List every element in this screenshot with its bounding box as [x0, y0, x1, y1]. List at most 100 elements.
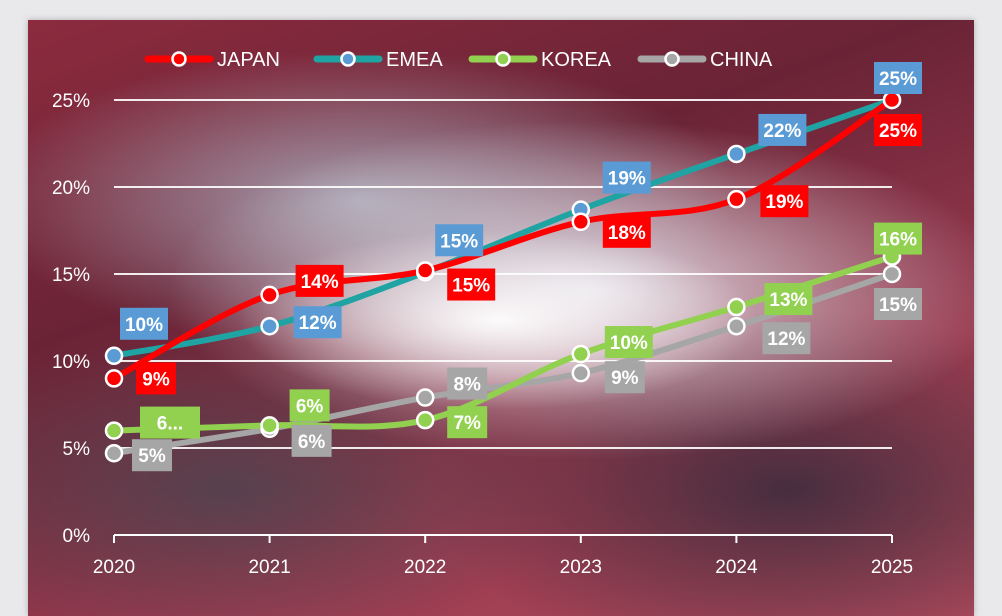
korea-point	[104, 421, 124, 440]
legend-marker-china	[664, 51, 680, 67]
emea-data-label: 12%	[293, 306, 342, 339]
japan-label-box	[447, 268, 496, 301]
data-labels: 5% 6% 8% 9% 12% 15% 6... 6% 7% 10% 13% 16% 10% 12% 15%…	[120, 62, 922, 472]
chart-card: 0% 5% 10% 15% 20% 25% 2020 2021 2022 2023 2024 2025…	[28, 20, 974, 616]
legend-label-china: CHINA	[710, 49, 773, 71]
china-label-box	[132, 439, 172, 472]
japan-label-text: 9%	[142, 369, 170, 390]
series-markers	[104, 90, 902, 463]
japan-point	[104, 369, 124, 388]
korea-data-label: 16%	[874, 222, 922, 255]
china-label-box	[762, 322, 811, 355]
legend-label-emea: EMEA	[386, 49, 443, 71]
japan-point	[415, 261, 435, 280]
japan-point	[882, 90, 902, 110]
china-point	[571, 363, 591, 383]
japan-point	[727, 189, 746, 209]
korea-label-text: 13%	[769, 290, 807, 311]
y-tick-label: 5%	[63, 439, 91, 460]
emea-label-box	[293, 306, 342, 339]
x-tick-label: 2024	[715, 557, 758, 578]
y-tick-label: 10%	[52, 352, 90, 373]
korea-label-box	[604, 326, 653, 359]
gridlines	[114, 99, 892, 449]
korea-data-label: 6...	[140, 406, 200, 439]
y-tick-label: 0%	[63, 526, 91, 547]
korea-label-text: 6%	[296, 396, 324, 417]
x-tick-label: 2022	[404, 557, 446, 578]
emea-data-label: 22%	[758, 113, 807, 146]
japan-data-label: 9%	[136, 362, 176, 395]
emea-data-label: 19%	[602, 161, 651, 194]
korea-label-text: 6...	[157, 414, 183, 435]
emea-data-label: 25%	[874, 62, 922, 94]
japan-label-text: 14%	[301, 272, 339, 293]
emea-label-text: 25%	[879, 69, 917, 90]
china-point	[104, 443, 124, 463]
emea-label-box	[602, 161, 651, 194]
y-tick-label: 20%	[52, 178, 90, 199]
japan-label-text: 18%	[608, 223, 646, 244]
emea-data-label: 10%	[120, 307, 168, 340]
emea-label-box	[435, 224, 484, 257]
legend-item-china: CHINA	[637, 49, 773, 71]
japan-label-box	[295, 264, 344, 297]
legend-label-korea: KOREA	[541, 49, 612, 71]
korea-data-label: 6%	[289, 389, 330, 422]
china-label-box	[447, 367, 488, 400]
china-data-label: 5%	[132, 439, 172, 472]
legend-item-japan: JAPAN	[144, 49, 280, 71]
legend-marker-japan	[171, 51, 187, 67]
emea-point	[727, 144, 746, 164]
line-chart: 0% 5% 10% 15% 20% 25% 2020 2021 2022 2023 2024 2025…	[52, 49, 922, 578]
x-tick-label: 2025	[871, 557, 913, 578]
china-data-label: 8%	[447, 367, 488, 400]
japan-label-box	[602, 215, 651, 248]
korea-label-box	[874, 222, 922, 255]
korea-data-label: 7%	[447, 406, 488, 439]
korea-label-text: 10%	[610, 333, 648, 354]
korea-point	[260, 416, 279, 435]
china-point	[415, 388, 435, 407]
korea-label-text: 7%	[453, 413, 481, 434]
japan-point	[571, 212, 591, 232]
korea-label-box	[140, 406, 200, 439]
china-point	[727, 316, 746, 336]
legend-marker-emea	[340, 51, 356, 67]
japan-label-box	[874, 114, 922, 146]
emea-series-line	[111, 97, 895, 359]
japan-label-box	[136, 362, 176, 395]
x-tick-label: 2021	[248, 557, 290, 578]
emea-point	[260, 316, 279, 336]
japan-data-label: 19%	[760, 185, 809, 218]
china-label-box	[604, 361, 645, 394]
china-series-line	[111, 271, 895, 457]
china-data-label: 9%	[604, 361, 645, 394]
china-label-text: 5%	[138, 446, 166, 467]
japan-data-label: 18%	[602, 215, 651, 248]
japan-data-label: 14%	[295, 264, 344, 297]
korea-label-box	[447, 406, 488, 439]
china-data-label: 15%	[874, 288, 922, 320]
china-label-text: 12%	[767, 329, 805, 350]
china-data-label: 12%	[762, 322, 811, 355]
korea-series-line	[111, 253, 895, 434]
series-lines	[111, 97, 895, 457]
korea-label-box	[289, 389, 330, 422]
china-point	[882, 264, 902, 284]
china-label-text: 6%	[298, 432, 326, 453]
emea-label-text: 15%	[440, 231, 478, 252]
china-data-label: 6%	[291, 424, 332, 457]
emea-label-box	[758, 113, 807, 146]
japan-label-text: 25%	[879, 121, 917, 142]
emea-point	[104, 346, 124, 366]
japan-data-label: 25%	[874, 114, 922, 146]
emea-label-box	[120, 307, 168, 340]
legend-marker-korea	[495, 51, 511, 67]
y-tick-label: 15%	[52, 265, 90, 286]
emea-label-text: 22%	[763, 121, 801, 142]
japan-point	[260, 285, 279, 305]
china-label-text: 8%	[453, 375, 481, 396]
axes: 0% 5% 10% 15% 20% 25% 2020 2021 2022 2023 2024 2025	[52, 91, 913, 578]
emea-label-text: 12%	[299, 313, 337, 334]
